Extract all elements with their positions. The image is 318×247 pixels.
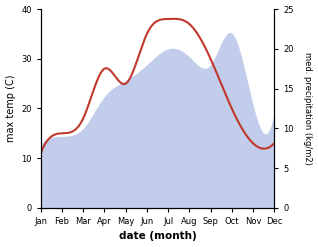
Y-axis label: med. precipitation (kg/m2): med. precipitation (kg/m2) bbox=[303, 52, 313, 165]
Y-axis label: max temp (C): max temp (C) bbox=[5, 75, 16, 142]
X-axis label: date (month): date (month) bbox=[119, 231, 196, 242]
